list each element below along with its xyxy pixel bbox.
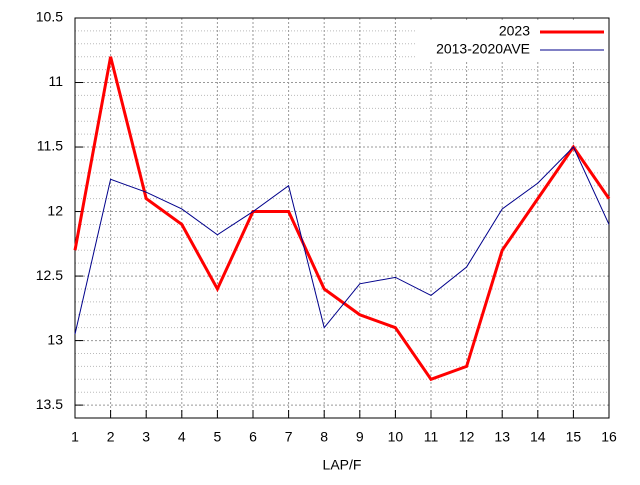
legend-box	[415, 22, 607, 60]
y-tick-label: 12.5	[36, 267, 63, 283]
y-tick-label: 10.5	[36, 9, 63, 25]
x-tick-label: 1	[71, 429, 79, 445]
x-tick-label: 6	[249, 429, 257, 445]
y-tick-label: 12	[47, 202, 63, 218]
x-tick-label: 8	[320, 429, 328, 445]
y-tick-label: 13.5	[36, 396, 63, 412]
y-tick-label: 11.5	[37, 138, 63, 154]
x-tick-label: 7	[285, 429, 293, 445]
y-tick-label: 11	[48, 73, 63, 89]
x-tick-label: 14	[530, 429, 546, 445]
x-axis-label: LAP/F	[323, 457, 362, 473]
x-tick-label: 12	[459, 429, 475, 445]
x-tick-label: 11	[424, 429, 439, 445]
y-tick-label: 13	[47, 331, 63, 347]
series-line	[74, 146, 610, 335]
legend-label: 2013-2020AVE	[436, 41, 530, 57]
plot-frame	[74, 17, 610, 419]
x-tick-label: 15	[566, 429, 582, 445]
x-tick-label: 5	[214, 429, 222, 445]
x-tick-label: 16	[601, 429, 617, 445]
x-tick-label: 9	[356, 429, 364, 445]
x-tick-label: 10	[388, 429, 404, 445]
series-line	[73, 56, 611, 382]
x-tick-label: 2	[107, 429, 115, 445]
x-tick-label: 4	[178, 429, 186, 445]
legend-label: 2023	[499, 23, 530, 39]
x-tick-label: 13	[494, 429, 510, 445]
x-tick-label: 3	[142, 429, 150, 445]
